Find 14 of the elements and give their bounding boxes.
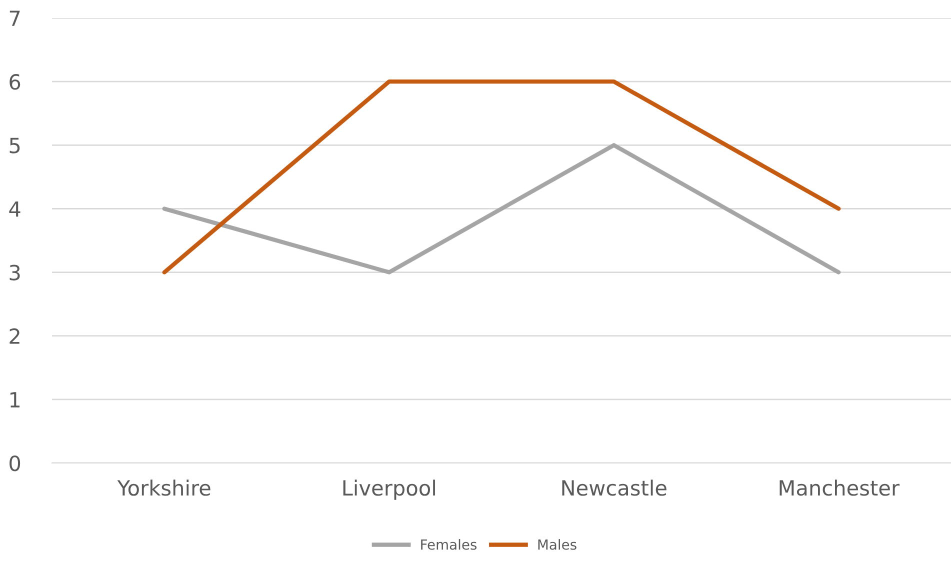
- y-tick-label: 6: [10, 74, 20, 90]
- legend-label: Males: [538, 539, 576, 550]
- x-tick-label: Newcastle: [562, 480, 666, 496]
- y-tick-label: 4: [9, 201, 20, 217]
- y-tick-label: 5: [10, 138, 20, 154]
- y-tick-label: 1: [10, 392, 20, 408]
- y-tick-label: 7: [10, 10, 20, 26]
- x-tick-label: Manchester: [780, 480, 900, 496]
- x-tick-label: Yorkshire: [117, 480, 210, 496]
- y-tick-label: 3: [10, 264, 20, 280]
- legend-label: Females: [421, 539, 477, 550]
- y-tick-label: 0: [10, 455, 20, 472]
- x-tick-label: Liverpool: [343, 480, 435, 500]
- y-tick-label: 2: [10, 328, 20, 344]
